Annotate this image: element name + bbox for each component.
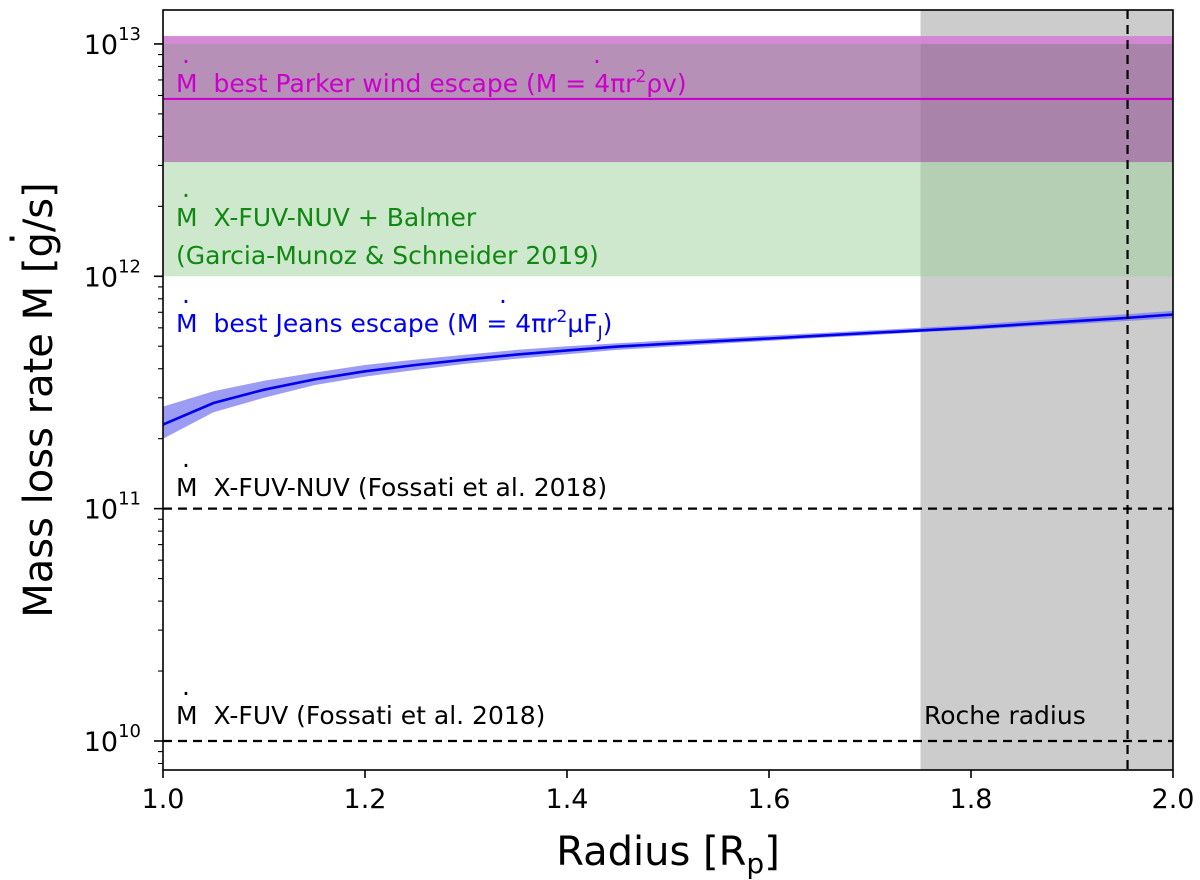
dot-balmer-prefix: · <box>182 181 190 210</box>
plot-frame <box>162 9 1174 771</box>
jeans-uncertainty-band <box>163 310 1173 439</box>
y-tick-label: 1010 <box>84 721 141 758</box>
annotation-xfuv-nuv-prefix: M <box>176 473 198 502</box>
dot-parker-eq: · <box>593 47 601 76</box>
x-tick-label: 1.6 <box>748 784 791 815</box>
annotation-xfuv-nuv-text: X-FUV-NUV (Fossati et al. 2018) <box>214 473 608 502</box>
annotation-xfuv: M X-FUV (Fossati et al. 2018) <box>176 701 545 730</box>
annotation-parker-eq: M = 4πr <box>536 69 636 98</box>
annotation-jeans-prefix: M <box>176 309 198 338</box>
x-tick-label: 1.8 <box>950 784 993 815</box>
annotation-balmer-text: X-FUV-NUV + Balmer <box>214 203 477 232</box>
annotation-balmer-prefix: M <box>176 203 198 232</box>
balmer-band <box>163 162 1173 277</box>
y-tick-label: 1011 <box>84 489 141 526</box>
y-axis: 1010 1011 1012 1013 <box>84 24 163 765</box>
annotation-xfuv-nuv: M X-FUV-NUV (Fossati et al. 2018) <box>176 473 607 502</box>
x-tick-label: 1.2 <box>344 784 387 815</box>
annotation-jeans-text: best Jeans escape ( <box>214 309 457 338</box>
parker-band-top-strip <box>163 36 1173 44</box>
y-tick-label: 1012 <box>84 256 141 293</box>
y-tick-label: 1013 <box>84 24 141 61</box>
x-axis-label-close: ] <box>764 829 780 875</box>
x-axis: 1.0 1.2 1.4 1.6 1.8 2.0 <box>142 770 1195 815</box>
annotation-parker-eq-sup: 2 <box>635 67 646 87</box>
annotation-parker-prefix: M <box>176 69 198 98</box>
annotation-parker-text: best Parker wind escape ( <box>214 69 536 98</box>
y-axis-label: Mass loss rate M [g/s] <box>16 182 62 618</box>
annotation-balmer-line1: M X-FUV-NUV + Balmer <box>176 203 477 232</box>
x-tick-label: 2.0 <box>1152 784 1195 815</box>
annotation-xfuv-prefix: M <box>176 701 198 730</box>
x-axis-label: Radius [Rp] <box>556 829 780 880</box>
annotation-balmer-line2: (Garcia-Munoz & Schneider 2019) <box>176 241 599 270</box>
annotation-xfuv-text: X-FUV (Fossati et al. 2018) <box>214 701 546 730</box>
dot-xfuv-nuv-prefix: · <box>182 451 190 480</box>
annotation-jeans-eq-sup: 2 <box>557 307 568 327</box>
dot-parker-prefix: · <box>182 47 190 76</box>
annotation-jeans-eq-tail: μF <box>567 309 597 338</box>
y-axis-label-dot: · <box>0 232 36 245</box>
plot-area <box>162 10 1174 770</box>
annotation-parker-eq-tail: ρv) <box>646 69 686 98</box>
annotation-parker: M best Parker wind escape (M = 4πr2ρv) <box>176 67 687 98</box>
annotation-jeans-eq-close: ) <box>603 309 613 338</box>
annotation-roche: Roche radius <box>924 701 1086 730</box>
jeans-series-line <box>162 313 1174 426</box>
x-tick-label: 1.4 <box>546 784 589 815</box>
annotation-jeans-eq: M = 4πr <box>457 309 557 338</box>
annotation-jeans-eq-sub: J <box>597 323 603 343</box>
dot-jeans-prefix: · <box>182 287 190 316</box>
x-axis-label-main: Radius [R <box>556 829 746 875</box>
annotation-jeans: M best Jeans escape (M = 4πr2μFJ) <box>176 307 612 343</box>
x-axis-label-sub: p <box>746 847 764 880</box>
dot-jeans-eq: · <box>499 287 507 316</box>
x-tick-label: 1.0 <box>142 784 185 815</box>
dot-xfuv-prefix: · <box>182 679 190 708</box>
